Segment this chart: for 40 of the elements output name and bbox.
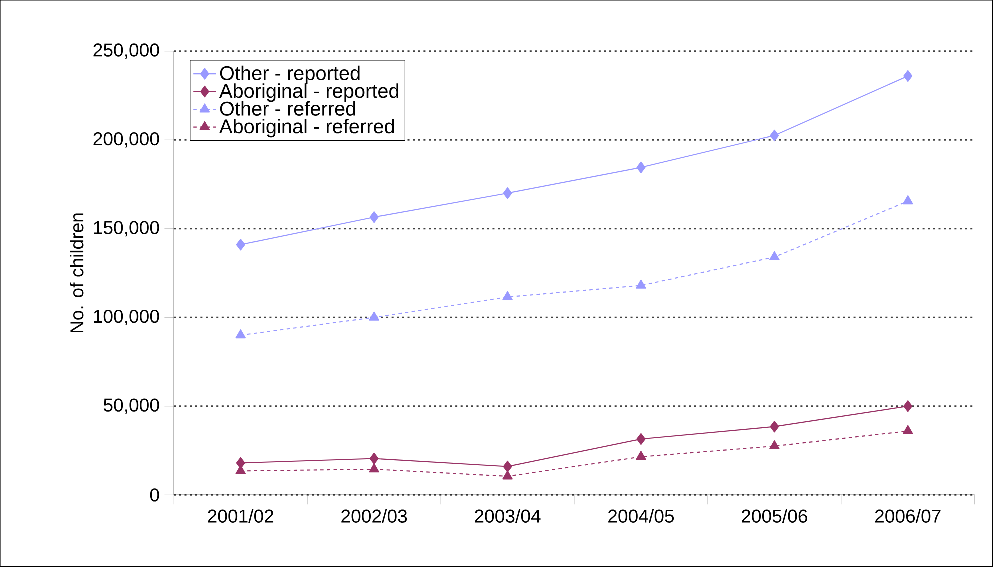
y-axis-title: No. of children bbox=[70, 214, 84, 332]
x-tick-label: 2006/07 bbox=[875, 509, 941, 523]
point bbox=[770, 251, 780, 260]
y-tick-label: 0 bbox=[150, 488, 160, 502]
x-tick-label: 2001/02 bbox=[208, 509, 274, 523]
point bbox=[502, 470, 513, 480]
y-tick-label: 100,000 bbox=[94, 310, 160, 326]
point bbox=[903, 425, 914, 434]
y-tick-label: 250,000 bbox=[94, 44, 160, 59]
point bbox=[503, 460, 512, 472]
point bbox=[636, 433, 646, 445]
point bbox=[636, 162, 646, 174]
legend-label: Aboriginal - reported bbox=[220, 83, 399, 102]
point bbox=[904, 400, 913, 412]
legend-label: Aboriginal - referred bbox=[220, 118, 394, 138]
x-tick-label: 2002/03 bbox=[342, 509, 408, 523]
point bbox=[236, 457, 246, 469]
point bbox=[903, 195, 914, 204]
point bbox=[904, 70, 913, 82]
point bbox=[370, 452, 379, 464]
point bbox=[770, 420, 780, 433]
y-tick-label: 150,000 bbox=[94, 221, 160, 236]
point bbox=[236, 329, 246, 338]
x-tick-label: 2005/06 bbox=[742, 509, 808, 523]
x-tick-label: 2003/04 bbox=[475, 509, 541, 523]
point bbox=[370, 211, 379, 224]
point bbox=[236, 238, 246, 251]
point bbox=[369, 463, 380, 472]
point bbox=[503, 187, 512, 200]
legend-label: Other - referred bbox=[220, 101, 356, 116]
point bbox=[636, 280, 646, 289]
point bbox=[502, 291, 513, 300]
point bbox=[636, 451, 646, 460]
point bbox=[770, 130, 780, 142]
legend-label: Other - reported bbox=[220, 66, 360, 84]
point bbox=[770, 440, 780, 450]
x-tick-label: 2004/05 bbox=[608, 509, 674, 523]
y-tick-label: 200,000 bbox=[94, 132, 160, 148]
point bbox=[369, 312, 380, 321]
y-tick-label: 50,000 bbox=[104, 398, 160, 414]
